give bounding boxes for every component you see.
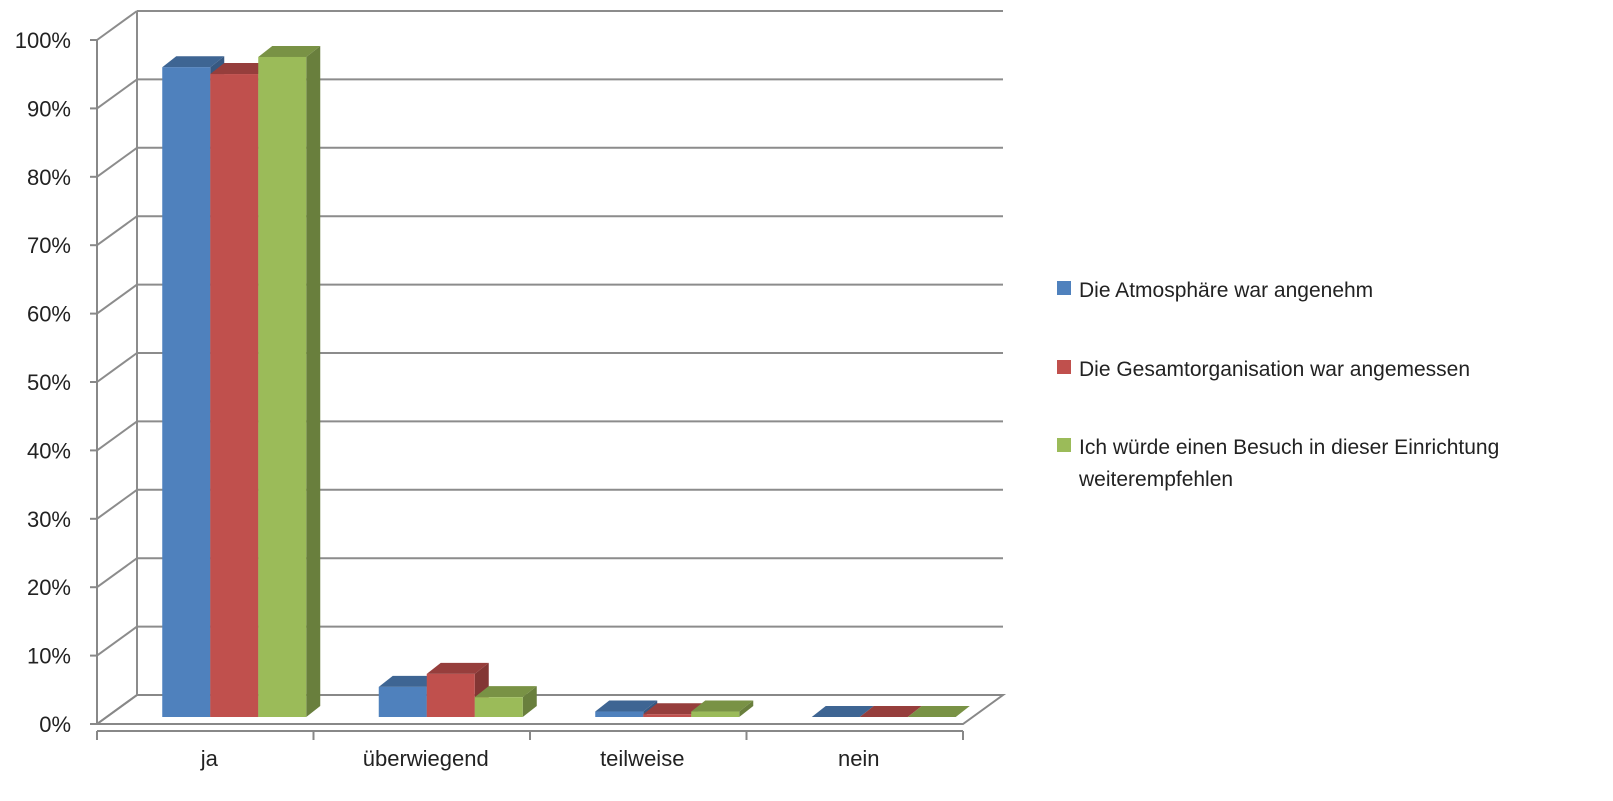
bar-side [306,45,321,717]
bar [811,706,874,717]
bar-front [258,56,307,717]
bar [258,45,321,717]
y-tick-label: 40% [27,438,71,463]
bar-front [595,711,644,717]
gridline-diagonal [96,352,138,383]
bar-top [595,700,658,712]
legend-swatch [1057,360,1071,374]
bar-top [691,700,754,712]
y-tick-label: 20% [27,575,71,600]
gridline-diagonal [96,488,138,520]
gridline-diagonal [96,557,138,589]
gridline-diagonal [96,146,138,178]
bar [907,706,970,717]
bars [162,45,970,718]
x-category-label: ja [200,746,219,771]
bar-front [162,67,211,717]
x-category-label: überwiegend [363,746,489,771]
bar-top [210,63,273,75]
y-tick-label: 10% [27,644,71,669]
y-tick-label: 80% [27,165,71,190]
y-tick-label: 50% [27,370,71,395]
y-tick-label: 70% [27,233,71,258]
bar-top [426,662,489,674]
bar-top [907,706,970,717]
bar-front [426,673,475,717]
legend: Die Atmosphäre war angenehm Die Gesamtorg… [1057,279,1499,491]
gridline-diagonal [96,625,138,657]
y-tick-label: 30% [27,507,71,532]
y-tick-label: 0% [39,712,71,737]
bar-front [210,74,259,718]
y-tick-label: 60% [27,302,71,327]
x-category-labels: ja überwiegend teilweise nein [200,746,880,771]
gridline-diagonal [96,420,138,452]
gridline-diagonal [96,10,138,41]
gridline-diagonal [96,78,138,110]
bar-front [378,686,427,717]
bar [474,686,537,717]
bar-top [378,675,441,687]
bar-side [522,686,537,717]
bar-top [258,45,321,57]
x-category-label: teilweise [600,746,684,771]
y-tick-label: 100% [15,28,71,53]
legend-label: weiterempfehlen [1078,468,1233,491]
y-tick-labels: 0% 10% 20% 30% 40% 50% 60% 70% 80% 90% 100% [15,28,71,737]
legend-label: Die Atmosphäre war angenehm [1079,279,1373,302]
bar-side [739,700,754,717]
legend-label: Die Gesamtorganisation war angemessen [1079,358,1470,381]
legend-swatch [1057,281,1071,295]
bar [691,700,754,717]
bar-top [474,686,537,698]
bar [859,706,922,717]
bar-front [643,714,692,717]
bar-top [643,703,706,715]
legend-swatch [1057,438,1071,452]
bar-front [691,711,740,717]
bar-top [811,706,874,717]
gridline-diagonal [96,283,138,315]
bar-front [474,697,523,717]
bar-top [859,706,922,717]
x-category-label: nein [838,746,880,771]
bar-top [162,56,225,68]
gridline-diagonal [96,215,138,247]
floor-plane [93,694,1007,725]
axes [90,11,964,740]
y-tick-label: 90% [27,96,71,121]
legend-label: Ich würde einen Besuch in dieser Einrich… [1079,436,1499,459]
